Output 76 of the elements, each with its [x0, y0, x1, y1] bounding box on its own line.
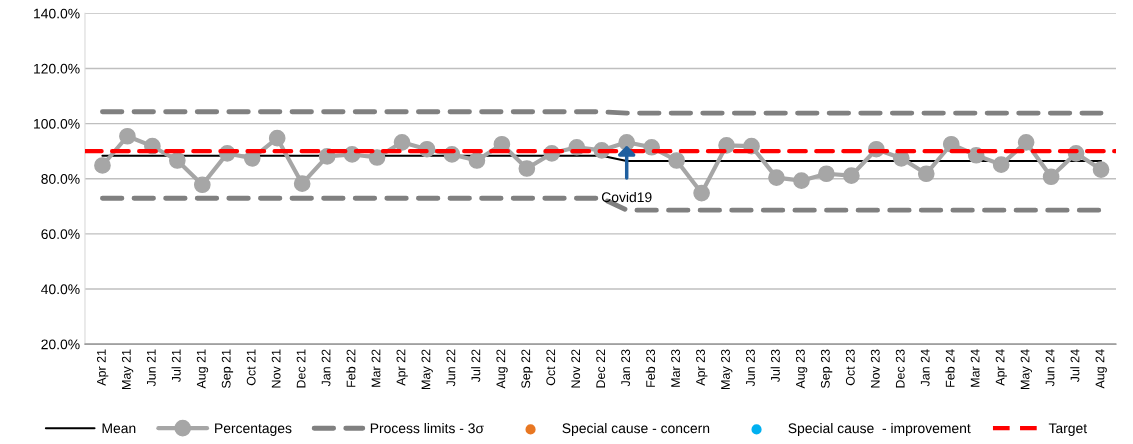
- x-tick-label: Feb 22: [346, 349, 356, 387]
- legend-label: Special cause - improvement: [788, 422, 971, 436]
- y-tick-label: 40.0%: [41, 284, 80, 295]
- x-tick-label: Jul 21: [171, 349, 181, 383]
- y-tick-label: 60.0%: [41, 229, 80, 240]
- point: [268, 129, 286, 147]
- point: [1092, 161, 1110, 178]
- point: [518, 160, 536, 177]
- x-tick-label: Aug 22: [496, 349, 508, 389]
- point: [94, 157, 111, 174]
- point: [193, 176, 211, 194]
- x-tick-label: Oct 21: [246, 349, 256, 386]
- x-tick-label: Oct 22: [546, 349, 556, 386]
- x-tick-label: May 23: [721, 349, 733, 389]
- point: [793, 172, 810, 189]
- x-tick-label: Sep 21: [221, 349, 234, 389]
- x-tick-label: Aug 21: [196, 349, 209, 389]
- point: [917, 165, 935, 183]
- point: [293, 175, 311, 193]
- x-tick-label: Apr 21: [96, 349, 109, 386]
- x-tick-label: Jan 22: [321, 349, 331, 387]
- legend-label: Special cause - concern: [562, 422, 710, 436]
- x-tick-label: Sep 22: [521, 349, 533, 389]
- x-tick-label: May 21: [121, 349, 134, 389]
- x-tick-label: Nov 22: [571, 349, 581, 388]
- x-tick-label: Feb 24: [945, 349, 955, 387]
- legend-label: Target: [1048, 423, 1087, 436]
- x-tick-label: May 22: [421, 349, 433, 389]
- point: [818, 165, 835, 183]
- point: [119, 127, 136, 145]
- x-tick-label: Nov 23: [870, 349, 880, 388]
- y-tick-label: 80.0%: [41, 174, 80, 184]
- point: [393, 133, 411, 151]
- y-tick-label: 140.0%: [34, 8, 80, 19]
- x-tick-label: Dec 23: [895, 349, 905, 388]
- x-tick-label: Apr 24: [995, 349, 1007, 386]
- point: [992, 156, 1010, 173]
- x-tick-label: Jul 23: [770, 349, 780, 383]
- point: [368, 149, 386, 166]
- x-tick-label: May 24: [1020, 349, 1032, 389]
- x-tick-label: Feb 23: [645, 349, 656, 387]
- x-tick-label: Jan 23: [621, 349, 631, 387]
- x-tick-label: Mar 23: [671, 349, 680, 387]
- x-tick-label: Oct 23: [845, 349, 855, 386]
- legend-label: Mean: [102, 423, 136, 434]
- x-tick-label: Dec 21: [296, 349, 306, 388]
- x-tick-label: Nov 21: [271, 349, 281, 388]
- point: [843, 167, 860, 185]
- x-tick-label: Jun 23: [746, 349, 755, 387]
- x-tick-label: Jun 22: [446, 349, 456, 387]
- x-tick-label: Jun 21: [146, 349, 156, 387]
- point: [768, 169, 785, 186]
- point: [693, 184, 710, 202]
- legend-label: Percentages: [215, 423, 292, 436]
- x-tick-label: Aug 24: [1095, 349, 1107, 389]
- point: [468, 152, 486, 169]
- y-tick-label: 100.0%: [34, 118, 80, 129]
- point: [1017, 133, 1035, 151]
- legend-label: Process limits - 3σ: [370, 422, 484, 434]
- y-tick-label: 20.0%: [41, 339, 80, 350]
- x-tick-label: Jul 24: [1070, 349, 1080, 383]
- x-tick-label: Dec 22: [596, 349, 606, 388]
- point: [1042, 168, 1060, 186]
- annotation: Covid19: [601, 191, 652, 203]
- x-tick-label: Mar 22: [371, 349, 381, 387]
- x-tick-label: Jan 24: [920, 349, 930, 387]
- x-tick-label: Sep 23: [820, 349, 833, 389]
- x-tick-label: Jun 24: [1045, 349, 1055, 387]
- x-tick-label: Aug 23: [795, 349, 808, 389]
- point: [169, 152, 186, 169]
- x-tick-label: Jul 22: [471, 349, 481, 383]
- x-tick-label: Apr 22: [396, 349, 408, 386]
- y-tick-label: 120.0%: [34, 63, 80, 74]
- x-tick-label: Apr 23: [696, 349, 708, 386]
- x-tick-label: Mar 24: [970, 349, 980, 387]
- point: [668, 152, 685, 169]
